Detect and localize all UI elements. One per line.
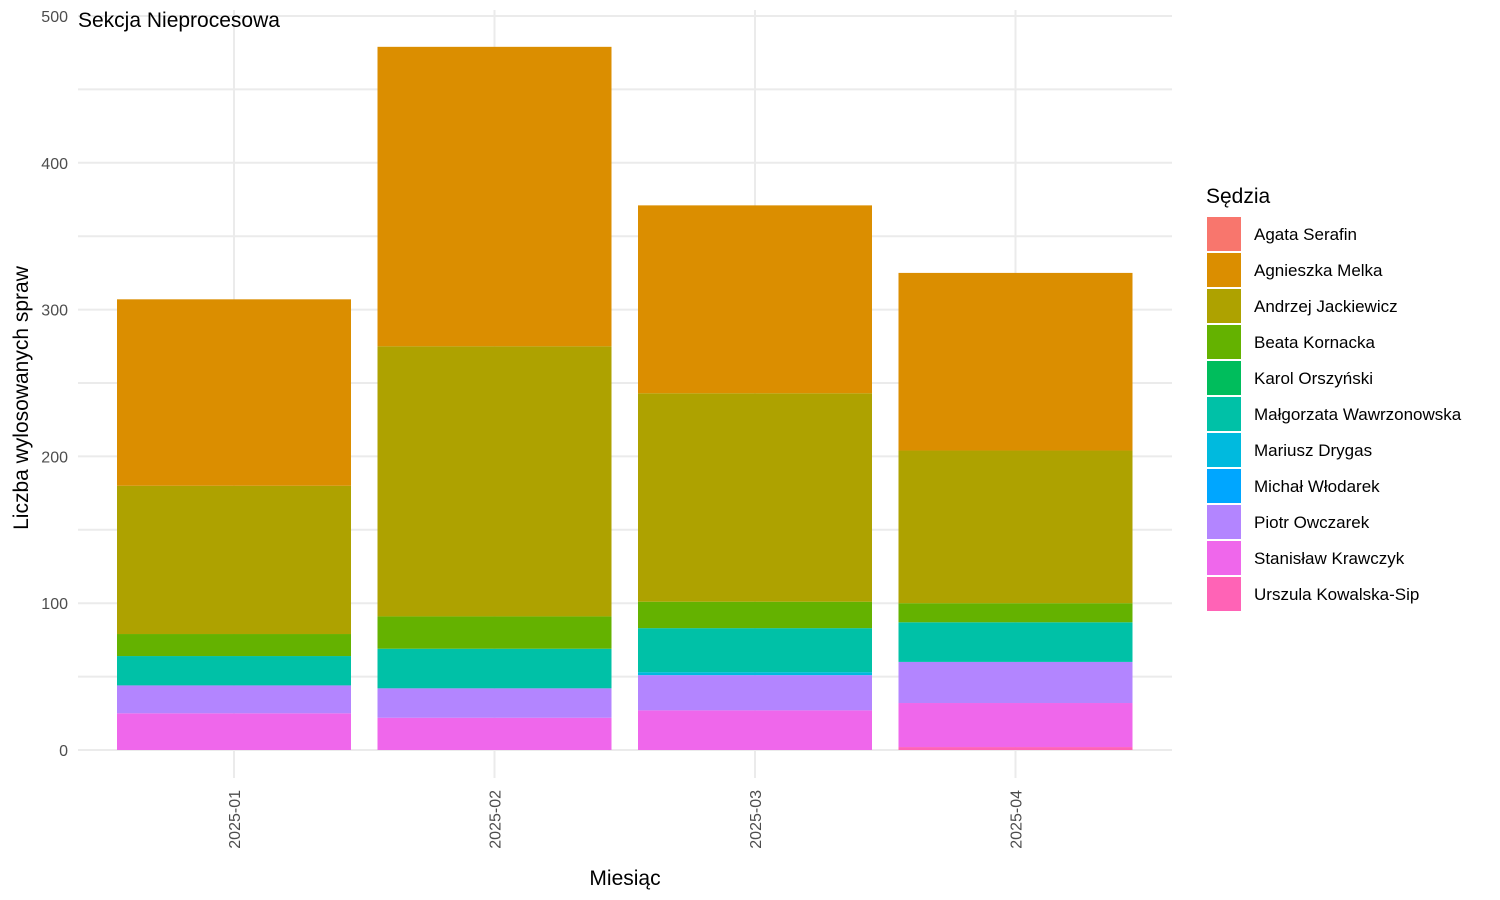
bar-segment-2025-04-stanis-aw-krawczyk [898, 703, 1133, 748]
legend-label: Małgorzata Wawrzonowska [1254, 405, 1462, 424]
y-tick-label: 0 [59, 743, 68, 760]
bar-segment-2025-01-piotr-owczarek [117, 685, 351, 714]
bar-segment-2025-02-ma-gorzata-wawrzonowska [377, 648, 612, 689]
x-tick-label: 2025-01 [227, 790, 244, 849]
legend-swatch [1207, 433, 1241, 467]
bars-layer [117, 46, 1133, 750]
y-tick-label: 100 [41, 596, 68, 613]
legend-label: Agnieszka Melka [1254, 261, 1383, 280]
bar-segment-2025-02-piotr-owczarek [377, 688, 612, 718]
x-tick-label: 2025-02 [488, 790, 505, 849]
legend-swatch [1207, 289, 1241, 323]
legend-swatch [1207, 361, 1241, 395]
legend-label: Mariusz Drygas [1254, 441, 1372, 460]
legend-label: Andrzej Jackiewicz [1254, 297, 1398, 316]
legend-swatch [1207, 253, 1241, 287]
y-axis-title: Liczba wylosowanych spraw [10, 265, 33, 530]
x-axis-title: Miesiąc [589, 867, 660, 890]
x-tick-label: 2025-04 [1009, 790, 1026, 849]
bar-segment-2025-03-mariusz-drygas [638, 672, 872, 676]
bar-segment-2025-01-agnieszka-melka [117, 299, 351, 486]
legend-title: Sędzia [1206, 185, 1271, 208]
y-tick-label: 200 [41, 449, 68, 466]
legend-label: Piotr Owczarek [1254, 513, 1370, 532]
bar-segment-2025-03-stanis-aw-krawczyk [638, 710, 872, 750]
bar-segment-2025-04-piotr-owczarek [898, 661, 1133, 704]
y-tick-label: 300 [41, 303, 68, 320]
legend-label: Karol Orszyński [1254, 369, 1373, 388]
chart-title: Sekcja Nieprocesowa [78, 9, 280, 32]
y-tick-label: 400 [41, 156, 68, 173]
legend-swatch [1207, 325, 1241, 359]
bar-segment-2025-02-stanis-aw-krawczyk [377, 717, 612, 750]
bar-segment-2025-03-beata-kornacka [638, 601, 872, 629]
legend-swatch [1207, 541, 1241, 575]
bar-segment-2025-03-ma-gorzata-wawrzonowska [638, 628, 872, 673]
legend-label: Michał Włodarek [1254, 477, 1380, 496]
y-tick-label: 500 [41, 9, 68, 26]
bar-segment-2025-04-andrzej-jackiewicz [898, 450, 1133, 604]
x-tick-label: 2025-03 [748, 790, 765, 849]
bar-segment-2025-01-beata-kornacka [117, 634, 351, 657]
legend-swatch [1207, 505, 1241, 539]
bar-segment-2025-01-stanis-aw-krawczyk [117, 713, 351, 750]
bar-segment-2025-04-urszula-kowalska-sip [898, 747, 1133, 750]
x-axis: 2025-01 2025-02 2025-03 2025-04 [227, 790, 1026, 849]
bar-segment-2025-04-agnieszka-melka [898, 272, 1133, 451]
bar-segment-2025-04-ma-gorzata-wawrzonowska [898, 622, 1133, 662]
bar-segment-2025-01-ma-gorzata-wawrzonowska [117, 656, 351, 686]
bar-segment-2025-01-andrzej-jackiewicz [117, 485, 351, 635]
legend-swatch [1207, 397, 1241, 431]
bar-segment-2025-02-andrzej-jackiewicz [377, 346, 612, 617]
bar-segment-2025-03-agnieszka-melka [638, 205, 872, 394]
y-axis: 0 100 200 300 400 500 [41, 9, 68, 760]
legend-swatch [1207, 577, 1241, 611]
legend-swatch [1207, 217, 1241, 251]
legend-label: Urszula Kowalska-Sip [1254, 585, 1419, 604]
bar-segment-2025-04-beata-kornacka [898, 603, 1133, 623]
legend-swatch [1207, 469, 1241, 503]
bar-segment-2025-02-agnieszka-melka [377, 46, 612, 347]
legend-label: Beata Kornacka [1254, 333, 1376, 352]
bar-segment-2025-02-beata-kornacka [377, 616, 612, 649]
legend-label: Stanisław Krawczyk [1254, 549, 1405, 568]
bar-segment-2025-03-andrzej-jackiewicz [638, 393, 872, 602]
bar-segment-2025-03-piotr-owczarek [638, 675, 872, 711]
legend-label: Agata Serafin [1254, 225, 1357, 244]
legend: Agata Serafin Agnieszka Melka Andrzej Jack… [1207, 217, 1462, 611]
